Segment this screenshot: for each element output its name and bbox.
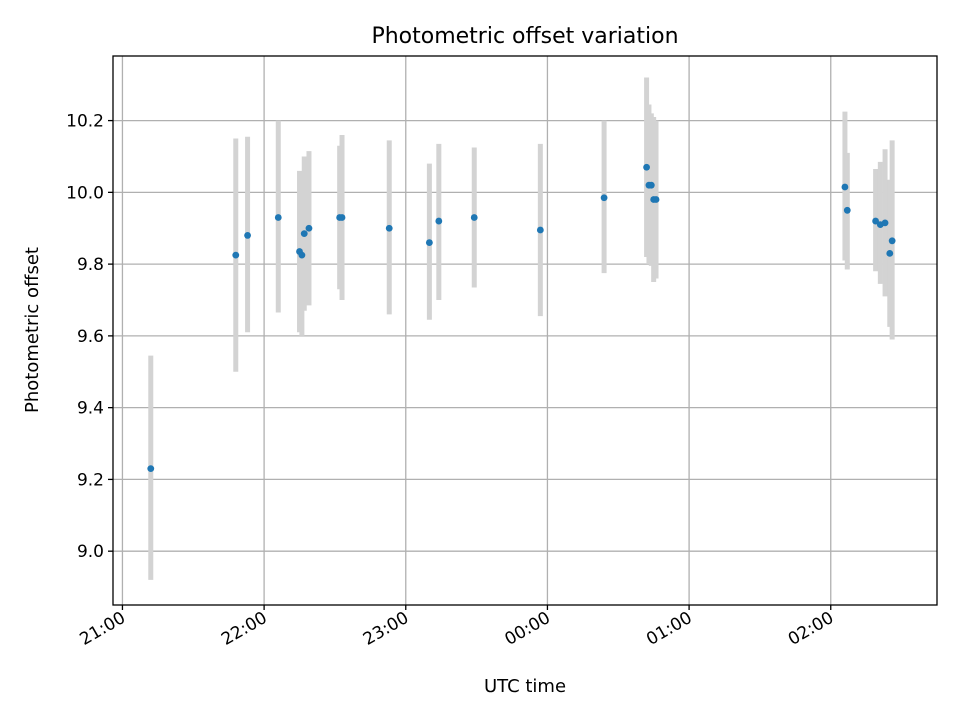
data-point (147, 465, 155, 473)
data-point (244, 232, 251, 239)
y-tick-label: 10.0 (66, 183, 104, 203)
data-point (536, 226, 544, 234)
data-point (435, 217, 443, 225)
data-point (843, 206, 851, 214)
data-point (300, 230, 308, 238)
data-point (385, 224, 393, 232)
data-point (425, 239, 433, 246)
point-layer (147, 163, 896, 473)
y-tick-label: 9.6 (77, 327, 104, 347)
data-point (305, 224, 313, 232)
y-tick-label: 9.2 (77, 470, 104, 490)
data-point (338, 214, 346, 221)
y-axis-label: Photometric offset (22, 247, 43, 413)
data-point (886, 249, 894, 257)
data-point (888, 237, 896, 245)
y-tick-label: 9.4 (77, 399, 104, 419)
chart-title: Photometric offset variation (371, 24, 678, 49)
data-point (600, 194, 608, 202)
data-point (872, 217, 880, 225)
grid-layer (113, 56, 937, 605)
data-point (232, 251, 240, 259)
x-axis-label: UTC time (484, 676, 566, 697)
plot-frame (112, 55, 938, 606)
data-point (881, 219, 889, 227)
data-point (652, 196, 660, 203)
data-point (643, 163, 650, 171)
data-point (470, 214, 478, 221)
y-tick-label: 10.2 (66, 112, 104, 132)
data-point (298, 251, 306, 259)
y-tick-label: 9.8 (77, 255, 104, 275)
data-point (841, 183, 849, 191)
y-tick-label: 9.0 (77, 542, 104, 562)
data-point (647, 181, 655, 189)
data-point (274, 214, 282, 221)
